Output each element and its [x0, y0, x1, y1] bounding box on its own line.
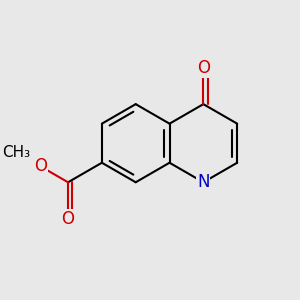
Text: O: O [197, 59, 210, 77]
Text: CH₃: CH₃ [2, 145, 30, 160]
Text: O: O [61, 210, 74, 228]
Text: N: N [197, 173, 210, 191]
Text: O: O [34, 157, 47, 175]
